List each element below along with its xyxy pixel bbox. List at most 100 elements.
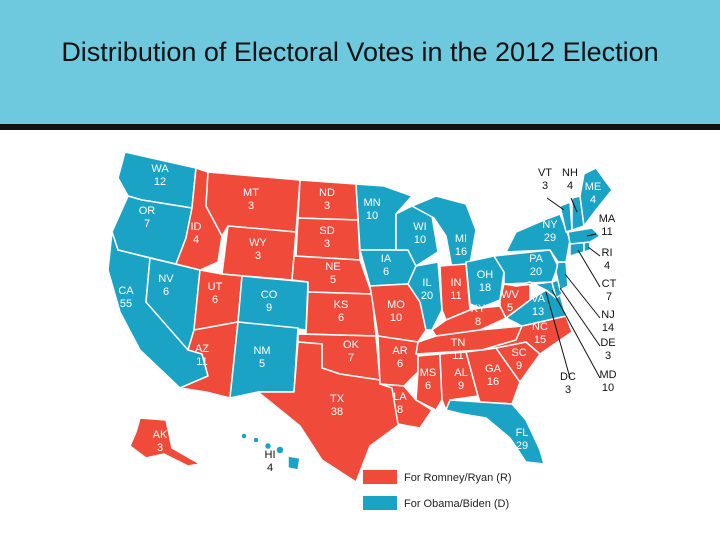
leader-CT	[577, 249, 601, 288]
label-nd-votes: 3	[324, 200, 330, 212]
label-tn-votes: 11	[452, 350, 463, 362]
label-vt-votes: 3	[542, 180, 548, 192]
legend-swatch-romney	[363, 470, 397, 484]
state-HI[interactable]	[240, 432, 301, 471]
label-dc-abbr: DC	[560, 371, 576, 383]
label-mi-abbr: MI	[455, 233, 467, 245]
legend-swatch-obama	[363, 496, 397, 510]
label-ne-abbr: NE	[325, 261, 340, 273]
state-ME[interactable]	[579, 167, 613, 227]
label-wa-abbr: WA	[151, 163, 169, 175]
label-ne-votes: 5	[330, 274, 336, 286]
legend-label-romney: For Romney/Ryan (R)	[404, 472, 512, 484]
label-al-votes: 9	[458, 380, 464, 392]
label-la-votes: 8	[397, 404, 403, 416]
label-ms-votes: 6	[425, 380, 431, 392]
label-ak-abbr: AK	[153, 429, 168, 441]
leader-DE	[559, 287, 601, 347]
label-wi-votes: 10	[414, 234, 426, 246]
label-al-abbr: AL	[454, 367, 467, 379]
label-or-abbr: OR	[139, 205, 156, 217]
label-ks-votes: 6	[338, 312, 344, 324]
label-nj-abbr: NJ	[601, 309, 614, 321]
label-ok-votes: 7	[348, 352, 354, 364]
label-sc-votes: 9	[516, 360, 522, 372]
leader-RI	[587, 246, 601, 257]
label-ny-votes: 29	[544, 232, 556, 244]
label-tx-votes: 38	[331, 406, 343, 418]
state-AK[interactable]	[129, 417, 201, 467]
hawaii-island-2	[252, 436, 260, 444]
label-ak-votes: 3	[157, 442, 163, 454]
legend-label-obama: For Obama/Biden (D)	[404, 498, 509, 510]
label-fl-abbr: FL	[516, 427, 529, 439]
hawaii-island-4	[275, 445, 285, 455]
label-sc-abbr: SC	[511, 347, 526, 359]
label-mt-votes: 3	[248, 200, 254, 212]
label-wv-abbr: WV	[501, 289, 519, 301]
legend: For Romney/Ryan (R) For Obama/Biden (D)	[363, 470, 512, 510]
label-il-votes: 20	[421, 290, 433, 302]
label-va-abbr: VA	[531, 293, 546, 305]
label-ct-votes: 7	[606, 291, 612, 303]
label-nv-abbr: NV	[158, 273, 174, 285]
state-IL[interactable]	[407, 261, 443, 331]
label-vt-abbr: VT	[538, 167, 552, 179]
label-ia-abbr: IA	[381, 253, 392, 265]
label-id-abbr: ID	[191, 221, 202, 233]
label-va-votes: 13	[532, 306, 544, 318]
leader-NH	[570, 197, 578, 213]
state-labels: WA12OR7CA55NV6ID4MT3WY3UT6AZ11CO9NM5ND3S…	[118, 163, 616, 474]
label-tn-abbr: TN	[451, 337, 466, 349]
state-RI[interactable]	[583, 241, 591, 253]
label-hi-abbr: HI	[265, 449, 276, 461]
label-in-abbr: IN	[451, 277, 462, 289]
state-MA[interactable]	[567, 227, 601, 245]
leader-MD	[551, 289, 601, 379]
state-MD[interactable]	[515, 281, 557, 299]
state-FL[interactable]	[445, 399, 545, 465]
label-nm-abbr: NM	[253, 345, 270, 357]
state-LA[interactable]	[379, 383, 433, 429]
title-divider	[0, 124, 720, 130]
label-ri-votes: 4	[604, 260, 610, 272]
label-mo-abbr: MO	[387, 299, 405, 311]
leader-NJ	[564, 273, 601, 319]
title-banner: Distribution of Electoral Votes in the 2…	[0, 0, 720, 124]
state-DE[interactable]	[551, 279, 563, 299]
label-ut-votes: 6	[212, 294, 218, 306]
label-ia-votes: 6	[383, 266, 389, 278]
label-ga-votes: 16	[487, 376, 499, 388]
page-title: Distribution of Electoral Votes in the 2…	[61, 37, 659, 67]
label-hi-votes: 4	[267, 462, 273, 474]
label-la-abbr: LA	[393, 391, 407, 403]
label-oh-votes: 18	[479, 282, 491, 294]
label-ar-votes: 6	[397, 358, 403, 370]
label-ky-votes: 8	[475, 316, 481, 328]
label-az-abbr: AZ	[195, 343, 209, 355]
state-TX[interactable]	[257, 341, 401, 483]
label-ca-abbr: CA	[118, 285, 134, 297]
label-ar-abbr: AR	[392, 345, 407, 357]
label-fl-votes: 29	[516, 440, 528, 452]
state-AR[interactable]	[377, 335, 419, 387]
label-nh-votes: 4	[567, 180, 573, 192]
label-ct-abbr: CT	[602, 278, 617, 290]
label-az-votes: 11	[196, 356, 207, 368]
label-ga-abbr: GA	[485, 363, 502, 375]
label-mn-abbr: MN	[363, 197, 380, 209]
label-mi-votes: 16	[455, 246, 467, 258]
label-ks-abbr: KS	[334, 299, 349, 311]
label-ca-votes: 55	[120, 298, 132, 310]
label-ri-abbr: RI	[602, 247, 613, 259]
label-oh-abbr: OH	[477, 269, 494, 281]
label-ma-abbr: MA	[599, 213, 616, 225]
state-PA[interactable]	[493, 249, 559, 285]
label-pa-abbr: PA	[529, 253, 544, 265]
label-mt-abbr: MT	[243, 187, 259, 199]
label-nh-abbr: NH	[562, 167, 578, 179]
state-CO[interactable]	[237, 275, 309, 331]
label-wy-abbr: WY	[249, 237, 267, 249]
label-wa-votes: 12	[154, 176, 166, 188]
label-nj-votes: 14	[602, 322, 614, 334]
